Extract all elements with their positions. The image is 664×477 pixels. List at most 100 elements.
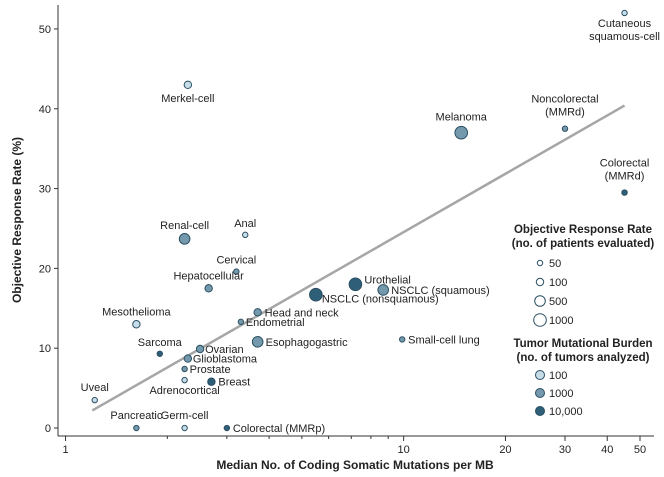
point-marker-hepatocellular: [204, 284, 213, 293]
y-tick-label: 50: [39, 24, 51, 36]
legend-size-items: 50 100 500 1000: [533, 258, 573, 327]
point-uveal: Uveal: [81, 382, 109, 404]
x-axis-title: Median No. of Coding Somatic Mutations p…: [216, 458, 494, 472]
point-label-urothelial: Urothelial: [364, 274, 410, 286]
point-nsclc-squamous: NSCLC (squamous): [377, 284, 490, 297]
point-label-noncolorectal-mmrd: Noncolorectal (MMRd): [531, 94, 598, 119]
y-tick-label: 20: [39, 263, 51, 275]
point-pancreatic: Pancreatic: [110, 410, 163, 432]
legend-size-marker: [534, 295, 546, 307]
x-tick-label: 10: [398, 444, 410, 456]
legend-burden-title-1: Tumor Mutational Burden: [513, 338, 652, 350]
point-label-small-cell-lung: Small-cell lung: [408, 334, 480, 346]
point-label-prostate: Prostate: [190, 364, 231, 376]
legend-size-marker: [535, 277, 545, 287]
point-label-colorectal-mmrd: Colorectal (MMRd): [600, 158, 650, 183]
point-mesothelioma: Mesothelioma: [102, 306, 171, 329]
legend: Objective Response Rate (no. of patients…: [512, 224, 655, 418]
point-label-germ-cell: Germ-cell: [161, 410, 209, 422]
point-endometrial: Endometrial: [237, 317, 305, 329]
point-melanoma: Melanoma: [436, 112, 488, 140]
point-marker-cutaneous-squamous-cell: [621, 9, 628, 17]
legend-burden-label: 10,000: [549, 406, 583, 418]
point-label-breast: Breast: [218, 377, 250, 389]
legend-size-label: 1000: [549, 315, 573, 327]
point-label-head-and-neck: Head and neck: [265, 307, 339, 319]
legend-size-label: 50: [549, 258, 561, 270]
y-axis-title: Objective Response Rate (%): [10, 137, 24, 303]
y-tick-label: 10: [39, 343, 51, 355]
legend-burden-marker: [535, 370, 545, 380]
legend-size-label: 500: [549, 296, 567, 308]
point-marker-uveal: [91, 396, 98, 404]
legend-burden-marker: [535, 388, 545, 398]
point-prostate: Prostate: [181, 364, 231, 376]
point-label-glioblastoma: Glioblastoma: [193, 354, 258, 366]
point-marker-esophagogastric: [251, 336, 264, 348]
data-points: Cutaneous squamous-cell Merkel-cell Melanom…: [81, 9, 660, 435]
point-label-nsclc-nonsquamous: NSCLC (nonsquamous): [322, 294, 439, 306]
x-tick-label: 1: [62, 444, 68, 456]
point-glioblastoma: Glioblastoma: [183, 354, 258, 366]
point-marker-merkel-cell: [183, 80, 193, 90]
point-marker-renal-cell: [178, 233, 191, 245]
point-marker-colorectal-mmrp: [223, 424, 231, 432]
point-label-renal-cell: Renal-cell: [160, 220, 209, 232]
point-marker-pancreatic: [133, 424, 140, 432]
point-renal-cell: Renal-cell: [160, 220, 209, 245]
legend-size-title-2: (no. of patients evaluated): [512, 238, 655, 250]
x-tick-label: 20: [499, 444, 511, 456]
point-marker-glioblastoma: [183, 354, 193, 363]
point-label-anal: Anal: [234, 218, 256, 230]
point-nsclc-nonsquamous: NSCLC (nonsquamous): [309, 287, 439, 306]
point-ovarian: Ovarian: [195, 344, 244, 356]
point-urothelial: Urothelial: [348, 274, 411, 292]
legend-size-marker: [536, 259, 544, 267]
legend-burden-title-2: (no. of tumors analyzed): [517, 352, 650, 364]
point-label-sarcoma: Sarcoma: [138, 337, 183, 349]
point-marker-mesothelioma: [132, 320, 141, 329]
point-label-adrenocortical: Adrenocortical: [149, 385, 219, 397]
point-marker-colorectal-mmrd: [621, 189, 628, 196]
point-marker-breast: [207, 377, 216, 386]
legend-size-label: 100: [549, 277, 567, 289]
point-colorectal-mmrd: Colorectal (MMRd): [600, 158, 650, 196]
point-marker-nsclc-squamous: [377, 284, 390, 296]
point-sarcoma: Sarcoma: [138, 337, 183, 357]
point-anal: Anal: [234, 218, 256, 239]
point-label-melanoma: Melanoma: [436, 112, 488, 124]
point-label-pancreatic: Pancreatic: [110, 410, 162, 422]
point-label-cutaneous-squamous-cell: Cutaneous squamous-cell: [589, 18, 660, 43]
point-cervical: Cervical: [216, 255, 256, 275]
point-label-hepatocellular: Hepatocellular: [173, 270, 244, 282]
y-axis-ticks: 0 10 20 30 40 50: [39, 24, 58, 435]
point-label-uveal: Uveal: [81, 382, 109, 394]
point-label-mesothelioma: Mesothelioma: [102, 306, 171, 318]
point-label-esophagogastric: Esophagogastric: [266, 337, 348, 349]
legend-size-marker: [533, 313, 547, 327]
point-adrenocortical: Adrenocortical: [149, 376, 220, 397]
x-tick-label: 50: [634, 444, 646, 456]
point-label-colorectal-mmrp: Colorectal (MMRp): [233, 423, 325, 435]
y-tick-label: 30: [39, 184, 51, 196]
point-marker-noncolorectal-mmrd: [561, 125, 569, 132]
legend-size-title-1: Objective Response Rate: [514, 224, 652, 236]
x-tick-label: 30: [559, 444, 571, 456]
point-germ-cell: Germ-cell: [161, 410, 209, 432]
point-small-cell-lung: Small-cell lung: [398, 334, 480, 346]
point-marker-small-cell-lung: [398, 336, 406, 343]
x-axis-ticks: 1 10 20 30 40 50: [62, 436, 646, 456]
point-label-ovarian: Ovarian: [205, 344, 244, 356]
point-merkel-cell: Merkel-cell: [161, 80, 214, 105]
point-breast: Breast: [207, 377, 250, 389]
y-tick-label: 40: [39, 104, 51, 116]
point-esophagogastric: Esophagogastric: [251, 336, 348, 349]
point-marker-germ-cell: [181, 424, 188, 432]
point-marker-ovarian: [195, 344, 205, 354]
point-marker-prostate: [181, 365, 188, 373]
legend-burden-marker: [535, 406, 545, 416]
point-marker-head-and-neck: [253, 308, 262, 317]
point-marker-nsclc-nonsquamous: [309, 287, 323, 302]
point-marker-sarcoma: [156, 350, 163, 357]
point-colorectal-mmrp: Colorectal (MMRp): [223, 423, 325, 435]
